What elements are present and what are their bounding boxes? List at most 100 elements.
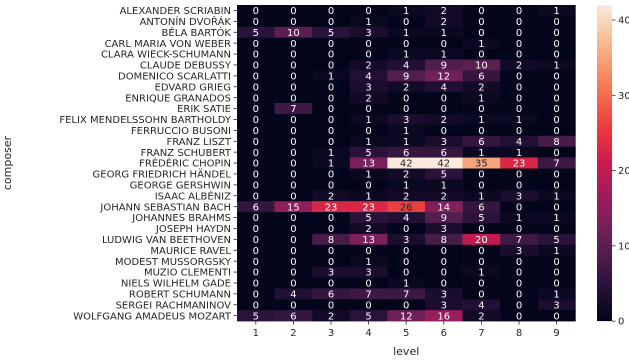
cell-value-label: 7 [403, 289, 409, 300]
y-tick-label: FERRUCCIO BUSONI [131, 126, 231, 137]
cell-value-label: 0 [253, 279, 259, 290]
cell-value-label: 0 [516, 93, 522, 104]
cell-value-label: 0 [365, 300, 371, 311]
y-tick-label: JOHANNES BRAHMS [131, 213, 231, 224]
heatmap-cell [425, 190, 463, 202]
cell-value-label: 0 [478, 257, 484, 268]
cell-value-label: 1 [478, 148, 484, 159]
heatmap-cell [462, 190, 501, 202]
heatmap-cell [500, 5, 539, 17]
heatmap-cell [312, 233, 351, 246]
heatmap-cell [349, 26, 388, 38]
cell-value-label: 0 [253, 191, 259, 202]
cell-value-label: 3 [441, 289, 447, 300]
colorbar-tick-label: 10 [618, 241, 629, 252]
cell-value-label: 0 [290, 268, 296, 279]
heatmap-cell [274, 81, 313, 93]
cell-value-label: 0 [328, 115, 334, 126]
heatmap-cells [237, 5, 576, 322]
heatmap-cell [425, 135, 463, 147]
cell-value-label: 0 [553, 71, 559, 82]
heatmap-cell [387, 244, 426, 256]
heatmap-cell [387, 223, 426, 235]
heatmap-cell [425, 114, 463, 126]
cell-value-label: 7 [553, 159, 559, 170]
heatmap-cell [500, 81, 539, 93]
heatmap-cell [349, 124, 388, 137]
cell-value-label: 0 [253, 39, 259, 50]
heatmap-cell [387, 59, 426, 71]
heatmap-cell [425, 168, 463, 180]
heatmap-cell [537, 157, 576, 169]
cell-value-label: 0 [253, 137, 259, 148]
heatmap-cell [312, 124, 351, 137]
heatmap-cell [537, 37, 576, 49]
cell-value-label: 1 [478, 93, 484, 104]
heatmap-cell [237, 59, 275, 71]
cell-value-label: 0 [253, 93, 259, 104]
cell-value-label: 0 [290, 170, 296, 181]
cell-value-label: 0 [290, 224, 296, 235]
heatmap-cell [387, 255, 426, 267]
heatmap-cell [537, 266, 576, 278]
cell-value-label: 1 [403, 50, 409, 61]
cell-value-label: 0 [478, 170, 484, 181]
cell-value-label: 0 [516, 289, 522, 300]
heatmap-cell [500, 168, 539, 180]
cell-value-label: 0 [253, 50, 259, 61]
heatmap-cell [274, 124, 313, 137]
heatmap-cell [387, 299, 426, 311]
heatmap-cell [462, 124, 501, 137]
cell-value-label: 1 [516, 213, 522, 224]
heatmap-cell [349, 37, 388, 49]
heatmap-cell [274, 37, 313, 49]
heatmap-cell [462, 48, 501, 60]
heatmap-cell [387, 288, 426, 300]
cell-value-label: 0 [253, 6, 259, 17]
cell-value-label: 0 [516, 17, 522, 28]
heatmap-cell [349, 168, 388, 180]
heatmap-cell [387, 70, 426, 82]
cell-value-label: 0 [253, 126, 259, 137]
cell-value-label: 0 [328, 61, 334, 72]
cell-value-label: 3 [516, 246, 522, 257]
heatmap-cell [537, 146, 576, 158]
y-tick-label: MAURICE RAVEL [150, 246, 231, 257]
cell-value-label: 0 [253, 71, 259, 82]
heatmap-cell [500, 255, 539, 267]
cell-value-label: 0 [553, 50, 559, 61]
cell-value-label: 0 [290, 82, 296, 93]
heatmap-cell [312, 146, 351, 158]
cell-value-label: 0 [478, 279, 484, 290]
heatmap-cell [274, 157, 313, 169]
cell-value-label: 3 [403, 115, 409, 126]
heatmap-cell [237, 26, 275, 38]
heatmap-cell [537, 59, 576, 71]
cell-value-label: 0 [478, 28, 484, 39]
cell-value-label: 0 [478, 50, 484, 61]
cell-value-label: 3 [441, 224, 447, 235]
heatmap-cell [387, 277, 426, 289]
heatmap-cell [274, 103, 313, 115]
heatmap-cell [537, 212, 576, 224]
heatmap-cell [462, 81, 501, 93]
heatmap-cell [274, 201, 313, 213]
cell-value-label: 5 [253, 28, 259, 39]
cell-value-label: 0 [553, 202, 559, 213]
y-tick-label: CLARA WIECK-SCHUMANN [101, 50, 231, 61]
cell-value-label: 0 [328, 39, 334, 50]
cell-value-label: 0 [328, 82, 334, 93]
heatmap-cell [425, 59, 463, 71]
heatmap-cell [312, 288, 351, 300]
heatmap-cell [537, 201, 576, 213]
heatmap-cell [237, 244, 275, 256]
cell-value-label: 7 [290, 104, 296, 115]
cell-value-label: 2 [441, 115, 447, 126]
heatmap-cell [387, 92, 426, 104]
cell-value-label: 10 [475, 61, 488, 72]
heatmap-cell [237, 179, 275, 191]
cell-value-label: 15 [287, 202, 300, 213]
heatmap-cell [500, 310, 539, 322]
cell-value-label: 0 [516, 224, 522, 235]
cell-value-label: 4 [516, 137, 522, 148]
